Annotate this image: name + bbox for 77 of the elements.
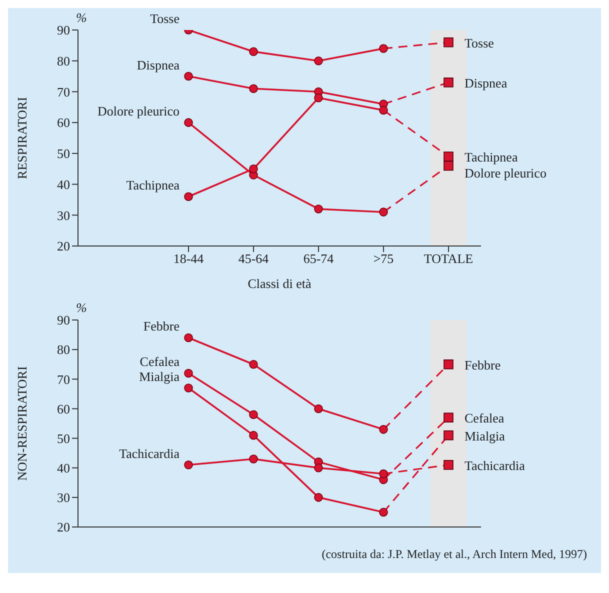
x-axis-title: Classi di età — [248, 276, 312, 291]
text: Tachicardia — [464, 458, 525, 473]
x-tick-label: 65-74 — [303, 251, 334, 266]
point — [184, 118, 193, 127]
y-tick-label: 40 — [57, 176, 70, 192]
point — [249, 430, 258, 440]
series-label: Dolore pleurico — [98, 104, 180, 119]
point — [314, 404, 323, 414]
point — [249, 360, 258, 369]
point — [249, 164, 258, 174]
point — [314, 56, 323, 66]
y-tick-label: 80 — [57, 53, 70, 68]
y-tick-label: 40 — [57, 460, 70, 476]
point — [249, 84, 258, 94]
y-tick-label: 20 — [57, 238, 70, 254]
text: (costruita da: J.P. Metlay et al., Arch Intern Med, 1997) — [322, 547, 587, 562]
point — [249, 47, 258, 56]
y-axis-title: RESPIRATORI — [14, 96, 30, 180]
point — [184, 460, 193, 470]
series-label: Cefalea — [140, 354, 180, 370]
point — [184, 384, 193, 392]
point — [444, 359, 454, 370]
point — [314, 93, 323, 102]
point — [379, 44, 388, 53]
series-label: Febbre — [143, 318, 180, 334]
point — [314, 493, 323, 502]
y-tick-label: 30 — [57, 490, 70, 506]
point — [444, 78, 454, 88]
point — [379, 425, 388, 434]
text: Cefalea — [464, 410, 504, 426]
series-label: Tachicardia — [119, 446, 180, 461]
point — [379, 469, 388, 478]
x-tick-label: 18-44 — [173, 251, 204, 266]
y-tick-label: 60 — [57, 401, 70, 416]
point — [379, 508, 388, 517]
series-label: Tosse — [150, 11, 180, 26]
y-tick-label: 30 — [57, 208, 70, 223]
x-tick-label: >75 — [373, 251, 394, 266]
text: Tachipnea — [464, 150, 518, 165]
y-tick-label: 90 — [57, 22, 70, 38]
point — [379, 208, 388, 216]
text: Mialgia — [464, 428, 505, 444]
point — [444, 460, 454, 470]
series-label: Mialgia — [139, 369, 180, 384]
series-label: Tachipnea — [126, 178, 180, 193]
point — [249, 410, 258, 420]
x-tick-label: 45-64 — [238, 251, 270, 266]
text: Febbre — [464, 357, 501, 372]
point — [184, 192, 193, 202]
text: Tosse — [464, 35, 494, 50]
text: Dispnea — [464, 75, 508, 90]
point — [184, 72, 193, 81]
y-tick-label: 70 — [57, 84, 70, 100]
point — [184, 333, 193, 342]
text: % — [76, 10, 87, 26]
point — [444, 152, 454, 162]
point — [444, 412, 454, 422]
point — [379, 106, 388, 115]
point — [249, 454, 258, 464]
text: Dolore pleurico — [464, 166, 546, 181]
point — [444, 37, 454, 48]
point — [184, 368, 193, 378]
y-tick-label: 50 — [57, 146, 70, 162]
series-label: Dispnea — [136, 57, 180, 72]
y-tick-label: 70 — [57, 372, 70, 387]
y-tick-label: 80 — [57, 342, 70, 358]
x-tick-label: TOTALE — [424, 251, 474, 266]
y-tick-label: 90 — [57, 312, 70, 328]
point — [444, 160, 454, 171]
point — [314, 204, 323, 214]
y-tick-label: 50 — [57, 430, 70, 446]
y-tick-label: 20 — [57, 520, 70, 535]
point — [314, 463, 323, 472]
point — [444, 430, 454, 440]
y-tick-label: 60 — [57, 115, 70, 130]
text: % — [76, 300, 87, 316]
y-axis-title: NON-RESPIRATORI — [14, 366, 30, 481]
